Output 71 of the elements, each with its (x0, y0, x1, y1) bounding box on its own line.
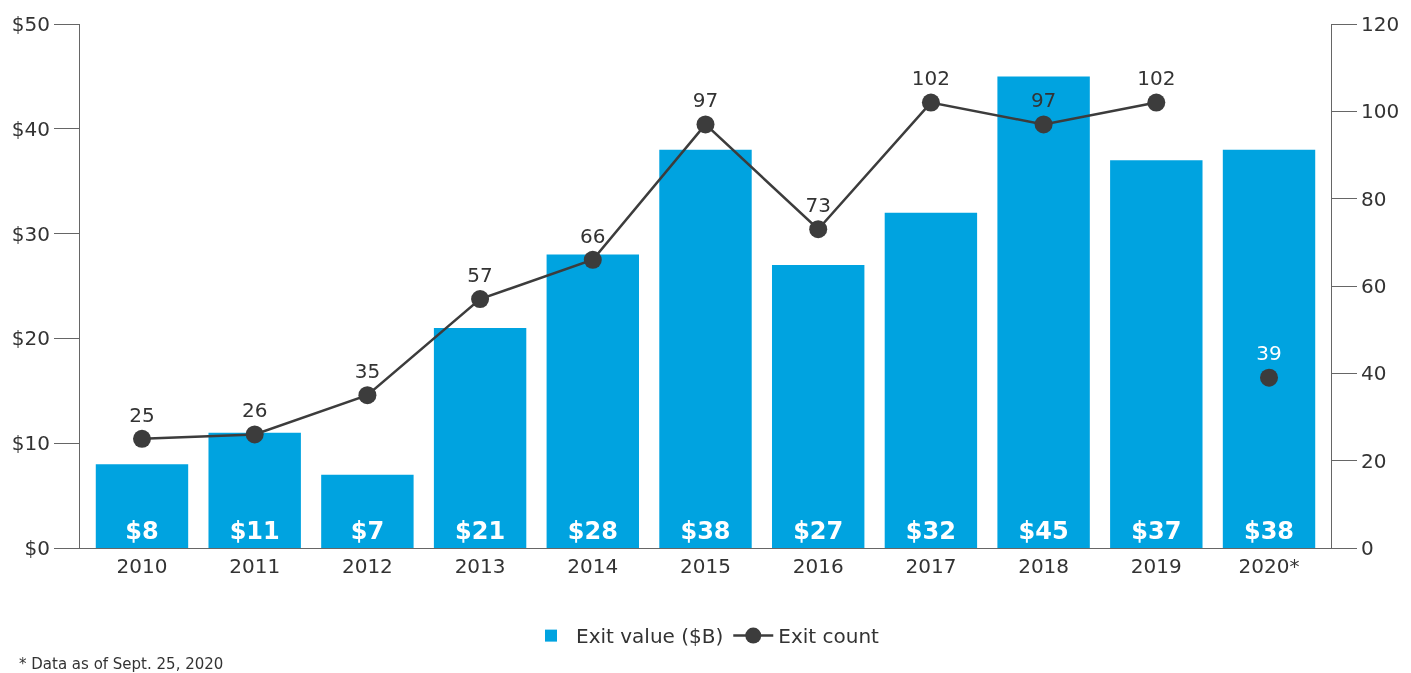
x-tick-label: 2013 (454, 554, 506, 578)
y2-tick-label: 20 (1361, 448, 1387, 473)
y2-tick-label: 80 (1361, 186, 1387, 211)
y-tick-label: $0 (24, 536, 50, 560)
point (245, 425, 264, 444)
data-label: $27 (793, 517, 844, 545)
data-label: $7 (350, 517, 385, 545)
y-tick-label: $50 (11, 12, 50, 36)
data-label: 73 (805, 192, 831, 217)
bar (659, 149, 752, 548)
bar (208, 432, 301, 548)
x-tick-label: 2017 (905, 554, 957, 578)
point (809, 220, 828, 239)
y2-tick-label: 40 (1361, 361, 1387, 386)
point (133, 429, 151, 448)
point (696, 115, 715, 134)
point (1260, 368, 1279, 387)
x-tick-label: 2015 (680, 554, 731, 578)
x-tick-label: 2016 (792, 554, 844, 578)
data-label: $45 (1018, 517, 1069, 545)
bar (546, 254, 640, 548)
data-label: $32 (905, 517, 956, 545)
y2-tick-label: 120 (1361, 12, 1400, 36)
x-tick-label: 2012 (341, 554, 393, 578)
x-tick-label: 2011 (229, 554, 281, 578)
point (471, 290, 490, 309)
y2-tick-label: 0 (1361, 536, 1374, 560)
y-tick-label: $10 (11, 431, 50, 456)
y-tick-label: $30 (11, 221, 50, 246)
y-tick-label: $20 (11, 326, 50, 351)
point (583, 250, 602, 269)
point (1147, 93, 1166, 112)
data-label: 57 (467, 262, 493, 287)
legend-label: Exit value ($B) (576, 624, 724, 649)
data-label: $21 (455, 517, 506, 545)
x-tick-label: 2018 (1018, 554, 1070, 578)
point (1034, 115, 1053, 134)
data-label: $28 (567, 517, 618, 545)
data-label: $8 (125, 517, 159, 545)
data-label: 102 (1137, 66, 1176, 91)
data-label: $38 (1243, 517, 1295, 545)
point (921, 93, 940, 112)
x-tick-label: 2010 (116, 554, 168, 578)
data-label: 26 (241, 398, 268, 423)
y-tick-label: $40 (11, 116, 50, 141)
data-label: 66 (580, 223, 606, 248)
x-tick-label: 2014 (567, 554, 619, 578)
bar (1222, 149, 1316, 548)
bar (321, 474, 414, 548)
bar (95, 464, 189, 548)
bar (997, 76, 1090, 548)
y2-tick-label: 100 (1361, 99, 1400, 124)
bar (884, 212, 978, 548)
bar (771, 265, 865, 548)
bar (1110, 160, 1203, 548)
y2-tick-label: 60 (1361, 274, 1387, 298)
data-label: $38 (680, 517, 731, 545)
x-tick-label: 2019 (1130, 554, 1182, 578)
data-label: 25 (129, 402, 155, 427)
bar (433, 327, 527, 548)
data-label: 97 (692, 88, 719, 113)
data-label: $11 (229, 517, 280, 545)
data-label: 39 (1256, 341, 1282, 366)
data-label: 97 (1030, 88, 1057, 113)
data-label: 102 (911, 66, 950, 91)
point (358, 386, 377, 405)
data-label: 35 (354, 358, 381, 383)
text: * Data as of Sept. 25, 2020 (19, 655, 224, 673)
x-tick-label: 2020* (1238, 554, 1300, 578)
legend-label: Exit count (778, 624, 880, 649)
data-label: $37 (1131, 517, 1182, 545)
